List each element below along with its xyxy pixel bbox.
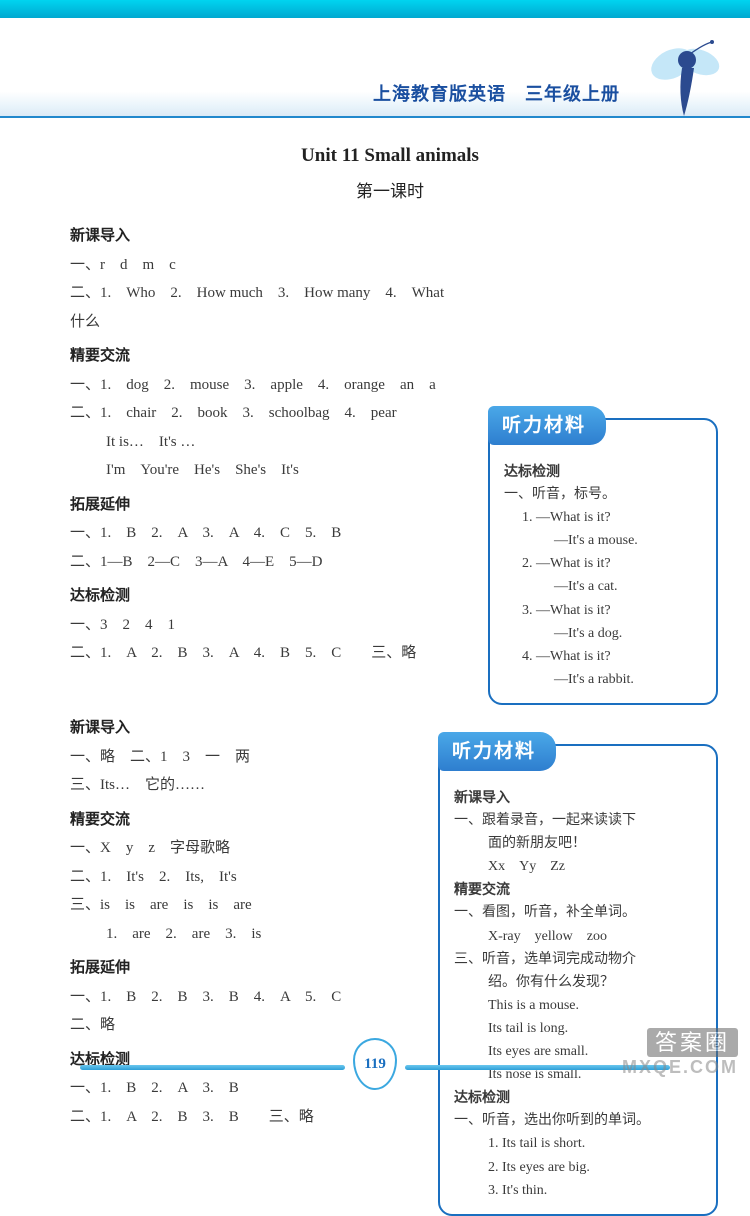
page-number: 119 xyxy=(353,1038,397,1090)
box-line: 2. —What is it? xyxy=(504,552,702,575)
text-line: 一、1. dog 2. mouse 3. apple 4. orange an … xyxy=(70,371,470,400)
lesson1-title: 第一课时 xyxy=(70,176,710,208)
top-cyan-bar xyxy=(0,0,750,18)
box-line: This is a mouse. xyxy=(454,994,702,1017)
text-line: 一、r d m c xyxy=(70,251,470,280)
text-line: 二、略 xyxy=(70,1011,470,1040)
text-line: 1. are 2. are 3. is xyxy=(70,920,470,949)
box-line: 绍。你有什么发现？ xyxy=(454,971,702,994)
box-line: —It's a dog. xyxy=(504,622,702,645)
text-line: 三、is is are is is are xyxy=(70,891,470,920)
text-line: 二、1. It's 2. Its, It's xyxy=(70,863,470,892)
box-line: —It's a mouse. xyxy=(504,529,702,552)
box-line: Xx Yy Zz xyxy=(454,855,702,878)
text-line: 一、1. B 2. A 3. A 4. C 5. B xyxy=(70,519,470,548)
listening-box-1: 听力材料 达标检测 一、听音，标号。 1. —What is it? —It's… xyxy=(488,418,718,705)
text-line: 一、X y z 字母歌略 xyxy=(70,834,470,863)
l1-s1-heading: 新课导入 xyxy=(70,222,470,251)
text-line: 二、1. A 2. B 3. B 三、略 xyxy=(70,1103,470,1132)
box-line: 一、听音，标号。 xyxy=(504,483,702,506)
box-section: 精要交流 xyxy=(454,878,702,901)
text-line: I'm You're He's She's It's xyxy=(70,456,470,485)
l2-s3-heading: 拓展延伸 xyxy=(70,954,470,983)
text-line: It is… It's … xyxy=(70,428,470,457)
text-line: 一、1. B 2. B 3. B 4. A 5. C xyxy=(70,983,470,1012)
text-line: 二、1. Who 2. How much 3. How many 4. What… xyxy=(70,279,470,336)
lesson1-body: 新课导入 一、r d m c 二、1. Who 2. How much 3. H… xyxy=(70,222,470,668)
fairy-icon xyxy=(642,24,732,124)
watermark-url: MXQE.COM xyxy=(622,1057,738,1077)
text-line: 二、1. chair 2. book 3. schoolbag 4. pear xyxy=(70,399,470,428)
box-line: 3. It's thin. xyxy=(454,1179,702,1202)
text-line: 二、1—B 2—C 3—A 4—E 5—D xyxy=(70,548,470,577)
listening-box-2: 听力材料 新课导入 一、跟着录音，一起来读读下 面的新朋友吧！ Xx Yy Zz… xyxy=(438,744,718,1216)
header: 上海教育版英语 三年级上册 xyxy=(0,18,750,118)
text-line: 一、略 二、1 3 一 两 xyxy=(70,743,470,772)
header-title: 上海教育版英语 三年级上册 xyxy=(373,80,620,106)
box-section: 达标检测 xyxy=(504,460,702,483)
l1-s2-heading: 精要交流 xyxy=(70,342,470,371)
footer-rule-left xyxy=(80,1065,345,1070)
box-tab: 听力材料 xyxy=(438,732,556,771)
text-line: 一、3 2 4 1 xyxy=(70,611,470,640)
box-tab: 听力材料 xyxy=(488,406,606,445)
box-line: 1. —What is it? xyxy=(504,506,702,529)
page-content: Unit 11 Small animals 第一课时 新课导入 一、r d m … xyxy=(0,118,750,1131)
box-line: 1. Its tail is short. xyxy=(454,1132,702,1155)
text-line: 三、Its… 它的…… xyxy=(70,771,470,800)
box-line: 面的新朋友吧！ xyxy=(454,832,702,855)
box-line: —It's a rabbit. xyxy=(504,668,702,691)
box-line: X-ray yellow zoo xyxy=(454,925,702,948)
box-line: 一、跟着录音，一起来读读下 xyxy=(454,809,702,832)
box-line: 2. Its eyes are big. xyxy=(454,1156,702,1179)
box-line: 一、看图，听音，补全单词。 xyxy=(454,901,702,924)
box-line: 三、听音，选单词完成动物介 xyxy=(454,948,702,971)
l2-s1-heading: 新课导入 xyxy=(70,714,470,743)
box-line: 4. —What is it? xyxy=(504,645,702,668)
watermark: 答案圈 MXQE.COM xyxy=(622,1025,738,1078)
text-line: 二、1. A 2. B 3. A 4. B 5. C 三、略 xyxy=(70,639,470,668)
box-line: 3. —What is it? xyxy=(504,599,702,622)
box-section: 新课导入 xyxy=(454,786,702,809)
l1-s4-heading: 达标检测 xyxy=(70,582,470,611)
box-line: —It's a cat. xyxy=(504,575,702,598)
l1-s3-heading: 拓展延伸 xyxy=(70,491,470,520)
l2-s2-heading: 精要交流 xyxy=(70,806,470,835)
box-line: 一、听音，选出你听到的单词。 xyxy=(454,1109,702,1132)
watermark-cn: 答案圈 xyxy=(647,1028,738,1057)
unit-title: Unit 11 Small animals xyxy=(70,138,710,174)
